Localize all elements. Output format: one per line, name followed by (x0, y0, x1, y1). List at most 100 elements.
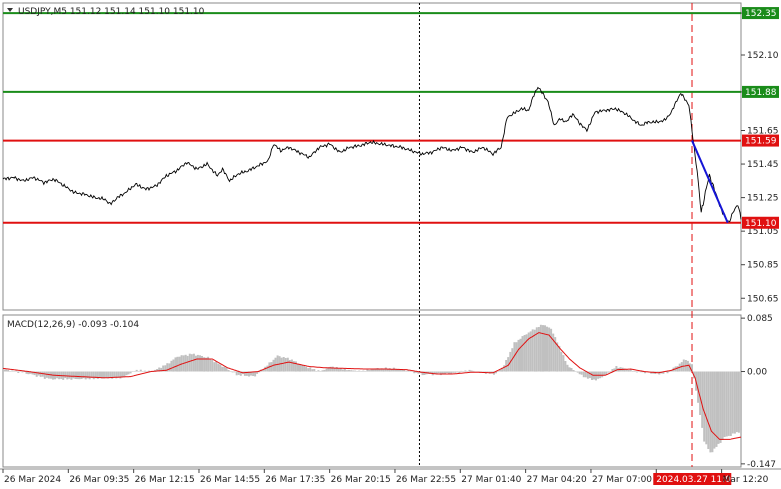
macd-histogram-bar (554, 337, 557, 372)
trend-line[interactable] (691, 140, 729, 224)
macd-histogram-bar (466, 371, 469, 372)
price-tick-label: 150.65 (747, 294, 779, 304)
level-tag: 151.59 (742, 134, 779, 147)
macd-histogram-bar (535, 327, 538, 372)
time-tick-label: 26 Mar 12:15 (135, 475, 195, 485)
macd-histogram-bar (631, 370, 634, 372)
macd-histogram-bar (531, 329, 534, 372)
macd-histogram-bar (395, 369, 397, 372)
macd-histogram-bar (217, 363, 220, 372)
macd-histogram-bar (178, 356, 181, 372)
macd-histogram-bar (186, 355, 189, 372)
macd-histogram-bar (270, 362, 273, 372)
macd-histogram-bar (64, 371, 67, 379)
macd-histogram-bar (380, 368, 383, 372)
macd-histogram-bar (409, 371, 412, 372)
macd-histogram-bar (560, 351, 563, 372)
macd-histogram-bar (711, 371, 714, 453)
macd-histogram-bar (356, 371, 359, 372)
macd-histogram-bar (364, 371, 367, 372)
macd-histogram-bar (358, 370, 361, 372)
macd-histogram-bar (474, 371, 477, 372)
macd-histogram-bar (113, 371, 116, 378)
macd-histogram-bar (627, 370, 630, 372)
macd-histogram-bar (366, 369, 369, 372)
macd-histogram-bar (39, 371, 42, 377)
macd-histogram-bar (721, 371, 724, 440)
macd-tick-label: 0.085 (747, 314, 773, 324)
level-tag-background (742, 7, 779, 20)
macd-histogram-bar (737, 371, 740, 433)
macd-histogram-bar (727, 371, 730, 436)
macd-histogram-bar (227, 370, 230, 372)
macd-histogram-bar (156, 369, 159, 372)
macd-histogram-bar (139, 369, 142, 372)
macd-histogram-bar (527, 332, 530, 372)
macd-histogram-bar (725, 371, 728, 437)
macd-histogram-bar (66, 371, 69, 380)
price-tick-label: 151.65 (747, 126, 779, 136)
macd-histogram-bar (29, 371, 32, 374)
macd-histogram-bar (360, 371, 363, 372)
macd-histogram-bar (574, 371, 577, 372)
level-tag-label: 151.59 (745, 137, 777, 147)
macd-histogram-bar (701, 371, 704, 428)
macd-histogram-bar (335, 367, 338, 372)
macd-histogram-bar (103, 371, 105, 379)
level-tag-label: 151.88 (745, 88, 777, 98)
macd-histogram-bar (682, 359, 685, 372)
macd-histogram-bar (517, 339, 520, 372)
macd-histogram-bar (586, 371, 589, 379)
macd-histogram-bar (117, 371, 120, 378)
macd-histogram-bar (68, 371, 71, 379)
macd-histogram-bar (70, 371, 73, 380)
macd-histogram-bar (519, 338, 522, 372)
time-tag-background (653, 473, 732, 485)
time-tick-label-highlight: 2024.03.27 11:00 (656, 475, 737, 485)
macd-histogram-bar (276, 355, 279, 372)
macd-histogram-bar (470, 370, 473, 372)
level-tag: 151.10 (742, 216, 779, 229)
macd-tick-label: 0.00 (747, 368, 767, 378)
macd-histogram-bar (205, 357, 208, 372)
macd-histogram-bar (397, 369, 399, 372)
macd-histogram-bar (243, 371, 246, 376)
macd-histogram-bar (172, 359, 175, 372)
macd-histogram-bar (80, 371, 83, 379)
macd-histogram-bar (219, 364, 222, 372)
macd-histogram-bar (252, 371, 255, 376)
macd-histogram-bar (262, 369, 265, 372)
macd-histogram-bar (223, 366, 226, 372)
macd-histogram-bar (209, 359, 212, 372)
macd-histogram-bar (9, 371, 12, 372)
macd-histogram-bar (201, 356, 203, 372)
macd-frame (2, 314, 742, 468)
macd-histogram-bar (23, 371, 26, 372)
macd-histogram-bar (464, 370, 467, 372)
macd-histogram-bar (441, 371, 444, 374)
macd-histogram-bar (96, 371, 99, 379)
macd-histogram-bar (515, 342, 518, 372)
macd-histogram-bar (309, 367, 312, 372)
macd-histogram-bar (697, 371, 700, 403)
macd-histogram-bar (399, 369, 401, 372)
macd-histogram-bar (703, 371, 706, 442)
macd-histogram-bar (82, 371, 85, 379)
macd-histogram-bar (407, 370, 410, 372)
macd-histogram-bar (35, 371, 38, 377)
macd-histogram-bar (168, 363, 171, 372)
macd-histogram-bar (564, 361, 567, 372)
macd-histogram-bar (105, 371, 108, 378)
macd-histogram-bar (147, 370, 150, 372)
macd-histogram-bar (323, 369, 326, 372)
macd-histogram-bar (539, 324, 542, 372)
macd-histogram-bar (203, 357, 206, 372)
macd-histogram-bar (297, 363, 299, 372)
dropdown-arrow-icon[interactable] (7, 8, 13, 12)
price-tick-label: 151.05 (747, 227, 779, 237)
macd-histogram-bar (192, 353, 195, 372)
price-series-line (2, 86, 742, 223)
macd-histogram-bar (196, 354, 199, 372)
macd-histogram-bar (207, 356, 210, 372)
